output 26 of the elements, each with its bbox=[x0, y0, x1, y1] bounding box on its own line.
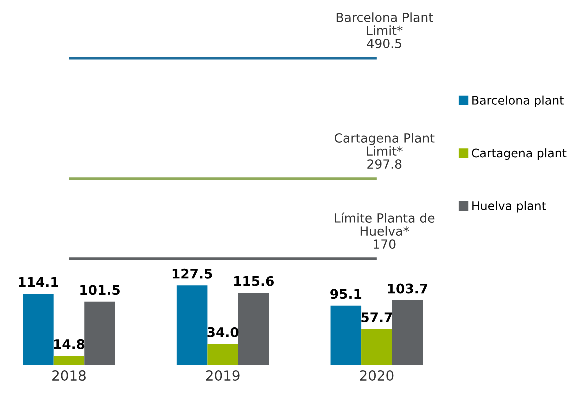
legend-label: Cartagena plant bbox=[472, 148, 567, 160]
bar bbox=[330, 306, 362, 366]
x-tick-label: 2019 bbox=[206, 370, 240, 382]
bar bbox=[54, 356, 85, 366]
data-label: 95.1 bbox=[330, 289, 362, 300]
bar bbox=[176, 286, 208, 366]
data-label: 114.1 bbox=[19, 277, 58, 288]
bar bbox=[84, 302, 116, 366]
data-label: 57.7 bbox=[362, 312, 392, 323]
legend-label: Huelva plant bbox=[472, 201, 546, 213]
data-label: 101.5 bbox=[80, 285, 120, 296]
bar bbox=[23, 294, 54, 366]
x-tick-label: 2020 bbox=[360, 370, 394, 382]
bar bbox=[208, 344, 238, 366]
data-label: 127.5 bbox=[172, 268, 212, 279]
ref-line-label: Límite Planta de Huelva* 170 bbox=[335, 212, 435, 250]
data-label: 14.8 bbox=[54, 339, 85, 350]
bar bbox=[238, 293, 270, 366]
data-label: 115.6 bbox=[234, 276, 274, 286]
bar bbox=[362, 329, 392, 366]
bar bbox=[392, 300, 424, 366]
data-label: 103.7 bbox=[388, 284, 428, 294]
ref-line-label: Cartagena Plant Limit* 297.8 bbox=[334, 133, 435, 170]
ref-line-label: Barcelona Plant Limit* 490.5 bbox=[336, 12, 434, 48]
x-tick-label: 2018 bbox=[52, 370, 86, 382]
legend-label: Barcelona plant bbox=[472, 96, 564, 108]
